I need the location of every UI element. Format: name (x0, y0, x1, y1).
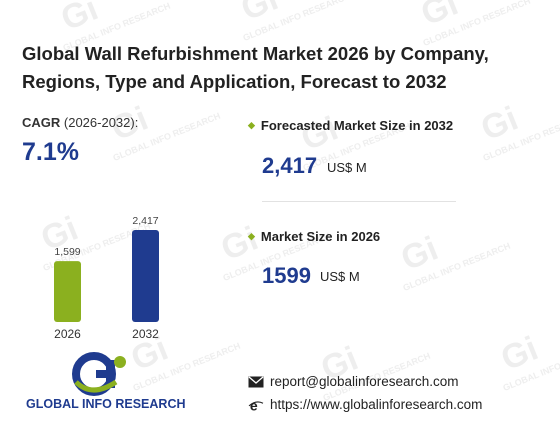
svg-text:Gi: Gi (416, 0, 464, 33)
current-unit: US$ M (320, 269, 360, 284)
svg-text:Gi: Gi (56, 0, 104, 38)
contact-website-row: e https://www.globalinforesearch.com (248, 397, 482, 412)
forecast-unit: US$ M (327, 160, 367, 175)
current-label: Market Size in 2026 (260, 229, 381, 244)
current-value: 1599 (262, 263, 311, 288)
svg-text:GLOBAL INFO RESEARCH: GLOBAL INFO RESEARCH (501, 341, 560, 393)
contact-email-row: report@globalinforesearch.com (248, 374, 459, 389)
svg-text:GLOBAL INFO RESEARCH: GLOBAL INFO RESEARCH (241, 0, 351, 43)
website-link[interactable]: https://www.globalinforesearch.com (270, 397, 483, 412)
forecast-label: Forecasted Market Size in 2032 (260, 118, 454, 133)
bar-2026 (54, 261, 81, 322)
cagr-label: CAGR (2026-2032): (22, 115, 138, 130)
data-label-2026: 1,599 (54, 246, 80, 258)
svg-text:Gi: Gi (476, 99, 524, 148)
category-label-2026: 2026 (54, 327, 81, 341)
svg-text:Gi: Gi (236, 0, 284, 28)
forecast-label-row: ◆ Forecasted Market Size in 2032 (248, 118, 453, 133)
logo-text: GLOBAL INFO RESEARCH (26, 397, 186, 411)
logo-mark: GLOBAL INFO RESEARCH (26, 352, 186, 411)
divider (262, 201, 456, 202)
svg-text:GLOBAL INFO RESEARCH: GLOBAL INFO RESEARCH (481, 111, 560, 163)
category-label-2032: 2032 (132, 327, 159, 341)
market-size-bar-chart: 1,599 2026 2,417 2032 (54, 215, 159, 341)
forecast-value: 2,417 (262, 153, 318, 178)
cagr-label-period: (2026-2032): (60, 115, 139, 130)
bullet-icon: ◆ (248, 120, 255, 130)
svg-text:e: e (250, 398, 258, 412)
svg-text:GLOBAL INFO RESEARCH: GLOBAL INFO RESEARCH (401, 241, 511, 293)
cagr-value: 7.1% (22, 138, 79, 166)
svg-text:Gi: Gi (496, 329, 544, 378)
svg-text:Gi: Gi (396, 229, 444, 278)
company-logo: GLOBAL INFO RESEARCH (26, 352, 186, 412)
current-label-row: ◆ Market Size in 2026 (248, 229, 380, 244)
svg-text:Gi: Gi (296, 109, 344, 158)
page-title: Global Wall Refurbishment Market 2026 by… (22, 43, 489, 92)
envelope-icon (248, 376, 264, 387)
bar-2032 (132, 230, 159, 322)
bullet-icon: ◆ (248, 231, 255, 241)
data-label-2032: 2,417 (132, 215, 158, 227)
browser-e-icon: e (248, 398, 264, 412)
cagr-label-bold: CAGR (22, 115, 61, 130)
email-link[interactable]: report@globalinforesearch.com (270, 374, 459, 389)
